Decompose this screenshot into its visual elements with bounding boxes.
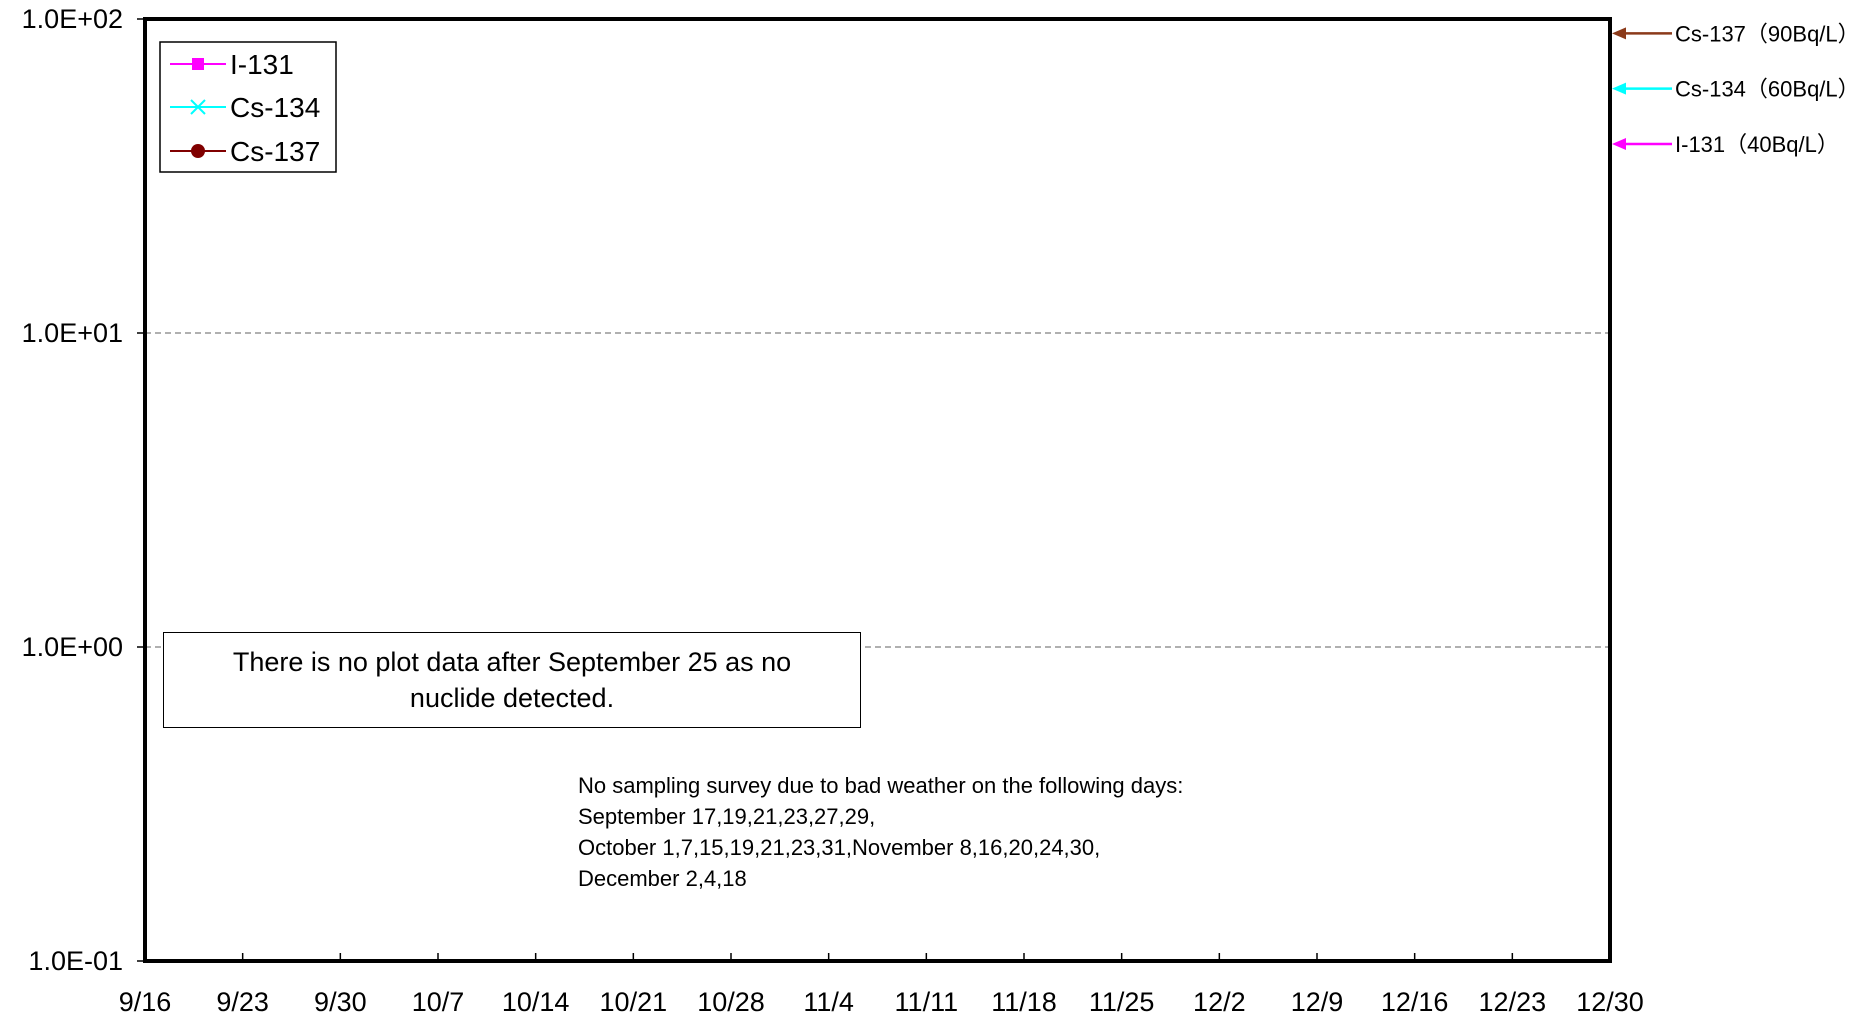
sampling-survey-note: No sampling survey due to bad weather on… (578, 770, 1338, 894)
y-tick-label: 1.0E+01 (22, 318, 123, 348)
reference-levels: Cs-137（90Bq/L） Cs-134（60Bq/L） I-131（40Bq/L… (1612, 21, 1860, 157)
x-tick-label: 11/11 (895, 987, 959, 1017)
x-tick-label: 12/23 (1479, 987, 1547, 1017)
survey-note-line: No sampling survey due to bad weather on… (578, 773, 1184, 798)
circle-marker-icon (191, 144, 205, 158)
survey-note-line: December 2,4,18 (578, 866, 747, 891)
y-axis: 1.0E-01 1.0E+00 1.0E+01 1.0E+02 (22, 4, 145, 976)
x-tick-label: 12/16 (1381, 987, 1449, 1017)
reference-level-label: Cs-134（60Bq/L） (1675, 77, 1860, 102)
legend-label-i131: I-131 (230, 49, 294, 80)
y-tick-label: 1.0E+02 (22, 4, 123, 34)
x-axis: 9/16 9/23 9/30 10/7 10/14 10/21 10/28 11/4 11/11… (119, 953, 1644, 1017)
legend-item-cs134: Cs-134 (170, 92, 320, 123)
arrow-left-icon (1612, 82, 1626, 95)
x-tick-label: 10/28 (697, 987, 765, 1017)
x-tick-label: 9/23 (216, 987, 269, 1017)
reference-level-label: Cs-137（90Bq/L） (1675, 21, 1860, 46)
square-marker-icon (192, 58, 204, 70)
y-tick-label: 1.0E-01 (28, 946, 123, 976)
legend-item-i131: I-131 (170, 49, 294, 80)
survey-note-line: September 17,19,21,23,27,29, (578, 804, 876, 829)
plot-area-frame (143, 17, 1612, 963)
legend-label-cs134: Cs-134 (230, 92, 320, 123)
x-tick-label: 10/7 (412, 987, 465, 1017)
reference-level-label: I-131（40Bq/L） (1675, 132, 1839, 157)
x-tick-label: 12/2 (1193, 987, 1246, 1017)
legend: I-131 Cs-134 Cs-137 (159, 41, 337, 173)
x-tick-label: 12/9 (1291, 987, 1344, 1017)
x-tick-label: 11/18 (991, 987, 1057, 1017)
arrow-left-icon (1612, 27, 1626, 40)
x-tick-label: 10/21 (600, 987, 668, 1017)
legend-label-cs137: Cs-137 (230, 136, 320, 167)
x-tick-label: 11/4 (803, 987, 854, 1017)
x-tick-label: 11/25 (1089, 987, 1155, 1017)
arrow-left-icon (1612, 137, 1626, 150)
x-tick-label: 9/16 (119, 987, 172, 1017)
no-data-annotation: There is no plot data after September 25… (163, 632, 861, 728)
x-marker-icon (190, 99, 206, 115)
legend-item-cs137: Cs-137 (170, 136, 320, 167)
x-tick-label: 9/30 (314, 987, 367, 1017)
x-tick-label: 12/30 (1576, 987, 1644, 1017)
grid-lines (145, 332, 1610, 648)
x-tick-label: 10/14 (502, 987, 570, 1017)
survey-note-line: October 1,7,15,19,21,23,31,November 8,16… (578, 835, 1101, 860)
y-tick-label: 1.0E+00 (22, 632, 123, 662)
